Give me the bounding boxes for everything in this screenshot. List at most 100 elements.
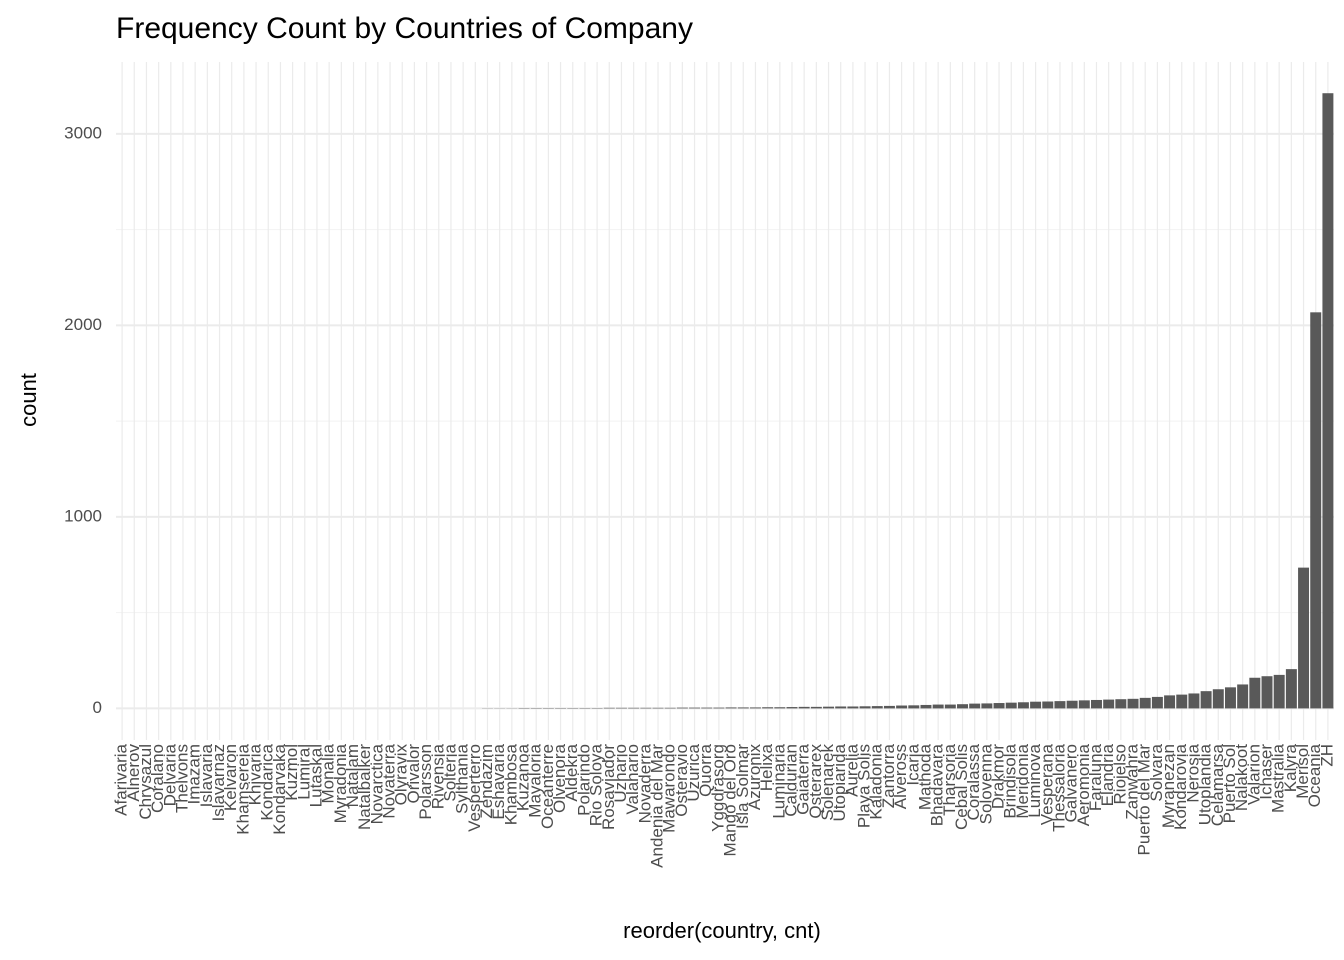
- x-tick-label: Kondarica: [258, 743, 277, 820]
- x-tick-label: ZH: [1317, 744, 1336, 767]
- bar: [1261, 676, 1273, 709]
- x-tick-label: Polarsson: [416, 744, 435, 820]
- x-tick-label: Yggdrasorg: [708, 744, 727, 832]
- x-tick-label: Meridonia: [1013, 743, 1032, 818]
- x-tick-label: Kaladonia: [867, 743, 886, 819]
- bar: [1139, 697, 1151, 709]
- x-tick-label: Zantorra: [879, 743, 898, 808]
- x-tick-label: Solteria: [440, 743, 459, 801]
- x-tick-label: Sylthania: [453, 743, 472, 813]
- x-tick-label: Novaterra: [380, 743, 399, 818]
- x-tick-label: Nalakoot: [1232, 744, 1251, 811]
- x-tick-label: Rosaviador: [599, 744, 618, 830]
- x-tick-label: Mawarondo: [660, 744, 679, 833]
- x-tick-label: Zendazim: [477, 744, 496, 819]
- x-tick-label: Puerto Sol: [1220, 744, 1239, 823]
- bar: [798, 706, 810, 709]
- x-tick-label: Vesperterro: [465, 744, 484, 832]
- x-tick-label: Uzurica: [684, 743, 703, 801]
- x-tick-label: Tharsoria: [940, 743, 959, 815]
- bar: [1115, 699, 1127, 709]
- x-tick-label: Andenia del Mar: [647, 744, 666, 868]
- x-tick-label: Brindisola: [1001, 743, 1020, 818]
- x-tick-label: Aurelia: [842, 743, 861, 796]
- bar: [786, 707, 798, 709]
- bar: [981, 703, 993, 709]
- x-tick-label: Solenarek: [818, 744, 837, 821]
- bar: [1200, 691, 1212, 709]
- x-tick-label: Myradonia: [331, 743, 350, 823]
- x-tick-label: Rio Soloya: [587, 743, 606, 826]
- x-tick-label: Afarivaria: [112, 743, 131, 815]
- x-tick-label: Aeromonia: [1074, 743, 1093, 826]
- x-tick-label: Utopiarida: [830, 743, 849, 821]
- x-tick-label: Cebal Solis: [952, 744, 971, 830]
- x-tick-label: Icaria: [903, 743, 922, 785]
- x-tick-label: Oceanterre: [538, 744, 557, 829]
- bar: [1042, 701, 1054, 709]
- bar: [701, 707, 713, 709]
- x-tick-label: Galvanero: [1062, 744, 1081, 822]
- x-tick-label: Celamarsa: [1208, 743, 1227, 826]
- x-tick-label: Kelvaron: [221, 744, 240, 811]
- x-tick-label: Monalia: [319, 743, 338, 803]
- bar: [615, 707, 627, 709]
- x-tick-label: Khivaria: [246, 743, 265, 805]
- x-tick-label: Nerosia: [1183, 743, 1202, 802]
- x-tick-label: Khamsereia: [233, 743, 252, 834]
- x-axis-label: reorder(country, cnt): [623, 918, 821, 943]
- bar: [640, 707, 652, 709]
- x-tick-label: Mayaloria: [526, 743, 545, 817]
- bar: [628, 707, 640, 709]
- x-tick-label: Kalyra: [1281, 743, 1300, 792]
- bar: [1127, 698, 1139, 709]
- x-tick-label: Merisol: [1293, 744, 1312, 799]
- x-tick-label: Riojelso: [1110, 744, 1129, 804]
- x-tick-label: Polarindo: [574, 744, 593, 816]
- x-tick-label: Thessaloria: [1049, 743, 1068, 831]
- bar: [689, 707, 701, 709]
- bar: [1273, 674, 1285, 709]
- bar: [1151, 696, 1163, 709]
- y-tick-label: 1000: [64, 506, 102, 525]
- bar: [749, 707, 761, 709]
- x-tick-label: Vesperana: [1037, 743, 1056, 825]
- chart-title: Frequency Count by Countries of Company: [116, 12, 693, 45]
- x-tick-label: Azuronix: [745, 744, 764, 811]
- bar: [713, 707, 725, 709]
- bar: [664, 707, 676, 709]
- bar: [737, 707, 749, 709]
- bar: [1103, 699, 1115, 709]
- x-tick-label: Luminaria: [769, 743, 788, 818]
- x-tick-label: Chrysazul: [136, 744, 155, 820]
- x-tick-label: Qsterarex: [806, 744, 825, 819]
- x-tick-label: Natalbalker: [355, 744, 374, 830]
- x-tick-label: Imazam: [185, 744, 204, 804]
- x-tick-label: Islavaria: [197, 743, 216, 807]
- x-tick-label: Lutaskal: [306, 744, 325, 807]
- x-tick-label: Mastralia: [1269, 743, 1288, 813]
- bar: [957, 704, 968, 709]
- bar: [1298, 567, 1310, 709]
- bar: [1249, 677, 1261, 709]
- bar: [1054, 701, 1066, 709]
- x-tick-label: Caldurian: [781, 744, 800, 817]
- bar: [1188, 693, 1200, 709]
- x-tick-label: Playa Solis: [855, 744, 874, 828]
- bar: [676, 707, 688, 709]
- bar: [1176, 694, 1188, 709]
- bar: [1285, 669, 1297, 709]
- x-tick-label: Kondarvaka: [270, 743, 289, 834]
- x-tick-label: Alnerov: [124, 744, 143, 802]
- bar: [1237, 684, 1249, 709]
- x-tick-label: Drakmor: [989, 744, 1008, 810]
- x-tick-label: Faraluna: [1086, 743, 1105, 811]
- y-axis-label: count: [16, 373, 41, 427]
- bar: [847, 706, 859, 709]
- bar: [896, 705, 908, 709]
- bar: [1091, 699, 1102, 709]
- x-tick-label: Olyravix: [392, 744, 411, 806]
- x-tick-label: Coralano: [148, 744, 167, 813]
- x-tick-label: Zanwahra: [1123, 743, 1142, 819]
